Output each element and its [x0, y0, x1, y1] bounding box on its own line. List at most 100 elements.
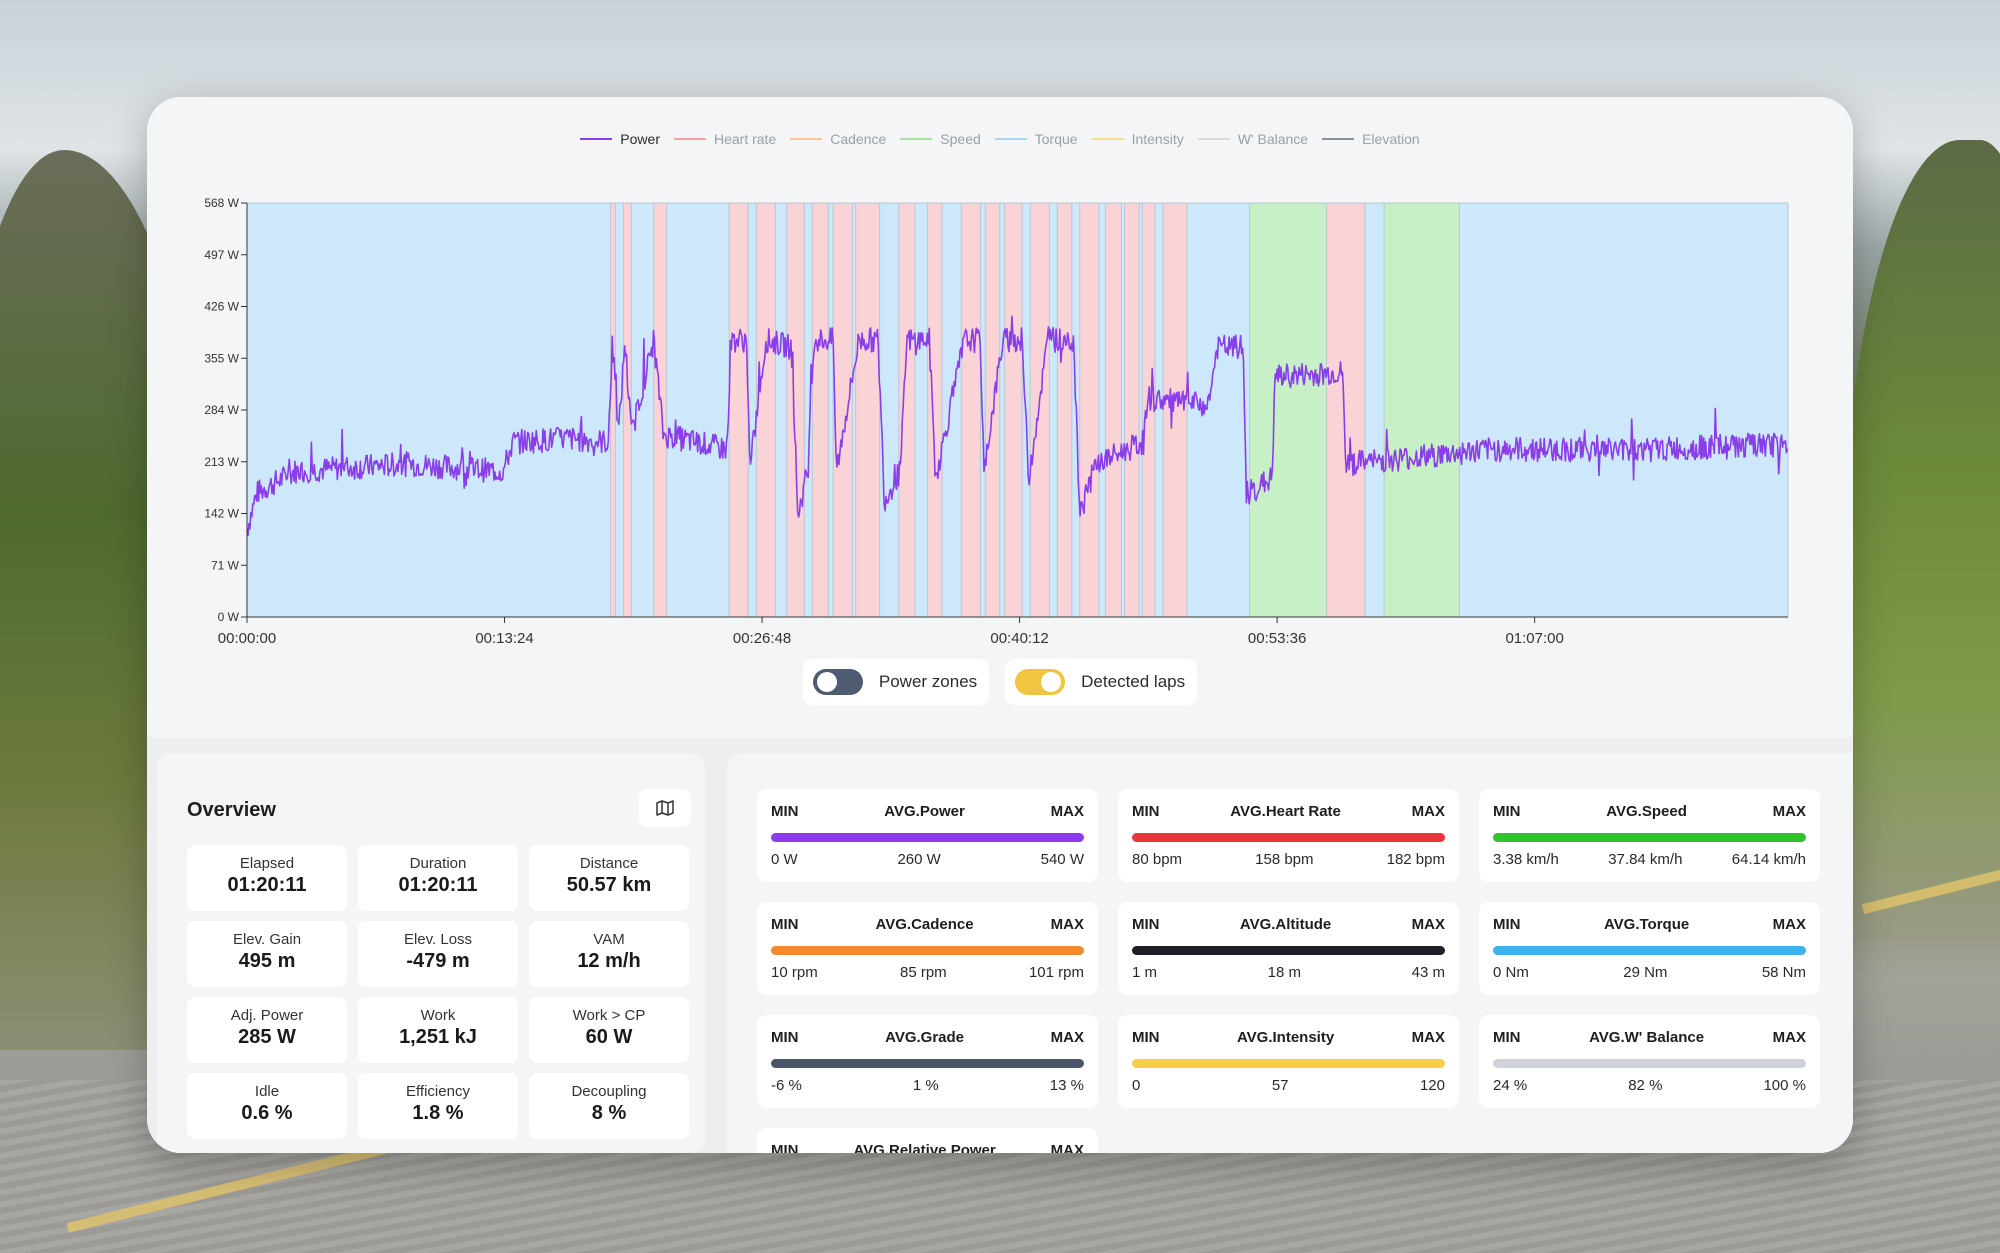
legend-item[interactable]: Elevation	[1322, 131, 1420, 147]
metric-max-label: MAX	[1772, 803, 1806, 820]
overview-stat-label: Work > CP	[572, 1007, 646, 1024]
metric-max-value: 120	[1419, 1077, 1445, 1094]
metric-min-label: MIN	[1493, 803, 1521, 820]
metric-values: 0 W 260 W 540 W	[771, 851, 1084, 868]
lap-band	[914, 203, 928, 617]
metric-min-value: 0 Nm	[1493, 964, 1529, 981]
chart-legend: Power Heart rate Cadence Speed Torque Intensi…	[147, 131, 1853, 147]
metric-avg-value: 85 rpm	[899, 964, 947, 981]
overview-stat-value: 8 %	[591, 1102, 627, 1124]
power-zones-switch[interactable]	[812, 669, 863, 695]
x-tick-label: 00:00:00	[218, 630, 276, 647]
y-tick-label: 355 W	[204, 351, 239, 365]
lap-band	[927, 203, 943, 617]
lap-band	[786, 203, 805, 617]
metric-max-label: MAX	[1050, 1142, 1084, 1153]
x-tick-label: 00:53:36	[1248, 630, 1306, 647]
legend-item[interactable]: Intensity	[1091, 131, 1184, 147]
legend-item[interactable]: Power	[580, 131, 660, 147]
metric-title: AVG.Altitude	[1239, 916, 1332, 933]
lap-band	[898, 203, 915, 617]
overview-stat-label: Distance	[579, 855, 639, 872]
metric-min-label: MIN	[771, 1142, 799, 1153]
overview-stat-label: Efficiency	[406, 1083, 470, 1100]
map-button[interactable]	[639, 789, 691, 827]
background-hill-right	[1840, 140, 2000, 940]
power-zones-toggle[interactable]: Power zones	[802, 659, 990, 705]
legend-swatch	[994, 138, 1027, 140]
metric-max-label: MAX	[1411, 803, 1445, 820]
metric-values: -6 % 1 % 13 %	[771, 1077, 1084, 1094]
metric-header: MIN AVG.Heart Rate MAX	[1132, 803, 1445, 820]
metric-title: AVG.W' Balance	[1589, 1029, 1705, 1046]
overview-grid: Elapsed 01:20:11 Duration 01:20:11 Distance 5…	[187, 845, 693, 1139]
metric-card: MIN AVG.Altitude MAX 1 m 18 m 43 m	[1118, 902, 1459, 995]
lap-band	[1163, 203, 1188, 617]
metric-header: MIN AVG.W' Balance MAX	[1493, 1029, 1806, 1046]
overview-stat: Decoupling 8 %	[529, 1073, 689, 1139]
chart-toggles: Power zones Detected laps	[147, 659, 1853, 705]
metric-range-bar	[1493, 833, 1806, 842]
metric-min-value: -6 %	[771, 1077, 802, 1094]
lap-band	[999, 203, 1005, 617]
y-tick-label: 0 W	[218, 610, 240, 624]
power-chart[interactable]: 0 W 71 W 142 W 213 W 284 W 355 W 426 W 497 W 568…	[147, 97, 1853, 657]
metric-min-value: 10 rpm	[771, 964, 818, 981]
metric-max-label: MAX	[1411, 1029, 1445, 1046]
legend-label: Intensity	[1131, 131, 1184, 147]
metric-avg-value: 82 %	[1628, 1077, 1663, 1094]
legend-item[interactable]: Heart rate	[673, 131, 776, 147]
lap-band	[1105, 203, 1122, 617]
metric-min-value: 24 %	[1493, 1077, 1528, 1094]
switch-knob	[816, 672, 837, 692]
metric-values: 24 % 82 % 100 %	[1493, 1077, 1806, 1094]
lap-band	[812, 203, 829, 617]
lap-band	[666, 203, 730, 617]
metric-header: MIN AVG.Relative Power MAX	[771, 1142, 1084, 1153]
legend-item[interactable]: Torque	[994, 131, 1078, 147]
metric-max-value: 43 m	[1411, 964, 1445, 981]
metric-range-bar	[771, 833, 1084, 842]
overview-stat: Adj. Power 285 W	[187, 997, 347, 1063]
legend-label: Power	[620, 131, 660, 147]
legend-swatch	[1322, 138, 1355, 140]
legend-item[interactable]: W' Balance	[1197, 131, 1308, 147]
metric-avg-value: 29 Nm	[1623, 964, 1668, 981]
detected-laps-toggle[interactable]: Detected laps	[1005, 659, 1198, 705]
metric-min-value: 0	[1132, 1077, 1141, 1094]
lap-band	[828, 203, 834, 617]
legend-swatch	[1197, 138, 1230, 140]
metric-avg-value: 260 W	[897, 851, 941, 868]
metric-range-bar	[771, 1059, 1084, 1068]
lap-band	[1004, 203, 1023, 617]
metric-header: MIN AVG.Speed MAX	[1493, 803, 1806, 820]
lap-band	[855, 203, 880, 617]
lap-band	[610, 203, 616, 617]
x-tick-label: 00:40:12	[990, 630, 1048, 647]
metric-avg-value: 37.84 km/h	[1608, 851, 1683, 868]
metric-card: MIN AVG.Intensity MAX 0 57 120	[1118, 1015, 1459, 1108]
legend-label: Speed	[940, 131, 981, 147]
lap-band	[729, 203, 749, 617]
legend-swatch	[900, 138, 933, 140]
metric-values: 1 m 18 m 43 m	[1132, 964, 1445, 981]
legend-item[interactable]: Cadence	[790, 131, 886, 147]
stats-grid: MIN AVG.Power MAX 0 W 260 W 540 W MIN AVG.Heart…	[757, 789, 1820, 1153]
metric-values: 80 bpm 158 bpm 182 bpm	[1132, 851, 1445, 868]
lap-band	[879, 203, 899, 617]
lap-band	[1124, 203, 1140, 617]
legend-label: Torque	[1034, 131, 1078, 147]
y-tick-label: 568 W	[204, 196, 239, 210]
lap-band	[1057, 203, 1072, 617]
metric-values: 0 57 120	[1132, 1077, 1445, 1094]
metric-min-label: MIN	[1493, 916, 1521, 933]
metric-avg-value: 158 bpm	[1255, 851, 1314, 868]
detected-laps-switch[interactable]	[1015, 669, 1066, 695]
overview-stat: Elapsed 01:20:11	[187, 845, 347, 911]
metric-max-value: 100 %	[1763, 1077, 1806, 1094]
metric-title: AVG.Relative Power	[853, 1142, 996, 1153]
metric-max-value: 13 %	[1049, 1077, 1084, 1094]
metric-min-value: 3.38 km/h	[1493, 851, 1559, 868]
legend-item[interactable]: Speed	[900, 131, 981, 147]
lap-band	[804, 203, 813, 617]
